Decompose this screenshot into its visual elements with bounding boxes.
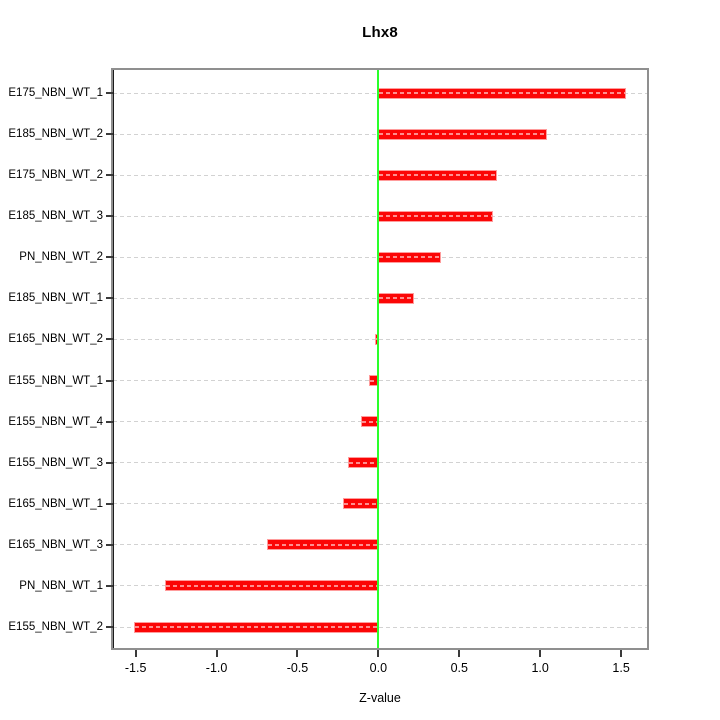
y-axis-label: PN_NBN_WT_2	[19, 251, 103, 264]
y-axis-label: E155_NBN_WT_3	[8, 456, 103, 469]
x-axis-tick	[620, 650, 623, 657]
bar	[378, 169, 497, 181]
y-axis-label: E165_NBN_WT_2	[8, 333, 103, 346]
bar-gridline-overlay	[165, 584, 378, 587]
x-axis-tick	[377, 650, 380, 657]
bar-gridline-overlay	[135, 626, 378, 628]
y-axis-label: E175_NBN_WT_1	[8, 87, 103, 99]
bar	[342, 498, 379, 510]
bar	[164, 580, 379, 592]
x-axis-tick-label: 0.5	[450, 661, 468, 675]
y-axis-label: E155_NBN_WT_2	[8, 621, 103, 633]
y-axis-tick	[106, 174, 113, 177]
y-axis-tick	[106, 420, 113, 423]
bar-gridline-overlay	[379, 133, 546, 136]
y-axis-tick	[106, 626, 113, 628]
bar-gridline-overlay	[376, 338, 378, 341]
gridline	[113, 585, 647, 587]
bar	[378, 87, 626, 99]
x-axis-tick-label: -1.0	[205, 661, 228, 675]
y-axis-tick	[106, 543, 113, 546]
bar	[347, 457, 379, 469]
bar-gridline-overlay	[369, 379, 378, 382]
gridline	[113, 626, 647, 628]
y-axis-label: E165_NBN_WT_3	[8, 538, 103, 551]
bar	[134, 621, 379, 633]
x-axis-tick	[296, 650, 299, 657]
gridline	[113, 462, 647, 464]
y-axis-label: E185_NBN_WT_1	[8, 292, 103, 305]
x-axis-tick	[458, 650, 461, 657]
x-axis-tick-label: 1.0	[531, 661, 549, 675]
gridline	[113, 544, 647, 546]
y-axis-tick	[106, 461, 113, 464]
gridline	[113, 380, 647, 382]
bar-gridline-overlay	[361, 420, 378, 423]
x-axis-tick-label: 0.0	[369, 661, 388, 675]
bar	[378, 128, 547, 140]
bar	[378, 251, 442, 263]
y-axis-label: E165_NBN_WT_1	[8, 497, 103, 510]
x-axis-tick	[539, 650, 542, 657]
y-axis-label: E185_NBN_WT_2	[8, 128, 103, 141]
x-axis-tick	[134, 650, 137, 657]
bar-gridline-overlay	[348, 461, 378, 464]
y-axis-tick	[106, 584, 113, 587]
x-axis-tick	[215, 650, 218, 657]
bar-gridline-overlay	[267, 543, 378, 546]
y-axis-tick	[106, 215, 113, 218]
y-axis-label: E155_NBN_WT_1	[8, 374, 103, 387]
y-axis-label: E175_NBN_WT_2	[8, 169, 103, 182]
gridline	[113, 421, 647, 423]
y-axis-label: E185_NBN_WT_3	[8, 210, 103, 223]
y-axis-tick	[106, 379, 113, 382]
y-axis-tick	[106, 133, 113, 136]
bar	[360, 416, 379, 428]
x-axis-tick-label: 1.5	[612, 661, 630, 675]
chart-title: Lhx8	[362, 24, 398, 41]
gridline	[113, 338, 647, 340]
bar-gridline-overlay	[379, 256, 441, 259]
y-axis-line	[113, 70, 114, 648]
bar-gridline-overlay	[379, 174, 496, 177]
gridline	[113, 503, 647, 505]
x-axis-tick-label: -1.5	[124, 661, 147, 675]
y-axis-label: PN_NBN_WT_1	[19, 579, 103, 592]
y-axis-tick	[106, 256, 113, 259]
x-axis-tick-label: -0.5	[286, 661, 309, 675]
y-axis-tick	[106, 502, 113, 505]
bar-gridline-overlay	[343, 502, 378, 505]
bar	[378, 292, 414, 304]
bar	[266, 539, 379, 551]
bar-gridline-overlay	[379, 297, 413, 300]
bar-gridline-overlay	[379, 92, 625, 94]
plot-area	[111, 68, 649, 650]
x-axis-title: Z-value	[359, 691, 401, 705]
bar-gridline-overlay	[379, 215, 493, 218]
y-axis-label: E155_NBN_WT_4	[8, 415, 103, 428]
y-axis-tick	[106, 338, 113, 341]
y-axis-tick	[106, 92, 113, 94]
y-axis-tick	[106, 297, 113, 300]
bar	[378, 210, 494, 222]
zero-reference-line	[377, 70, 380, 648]
